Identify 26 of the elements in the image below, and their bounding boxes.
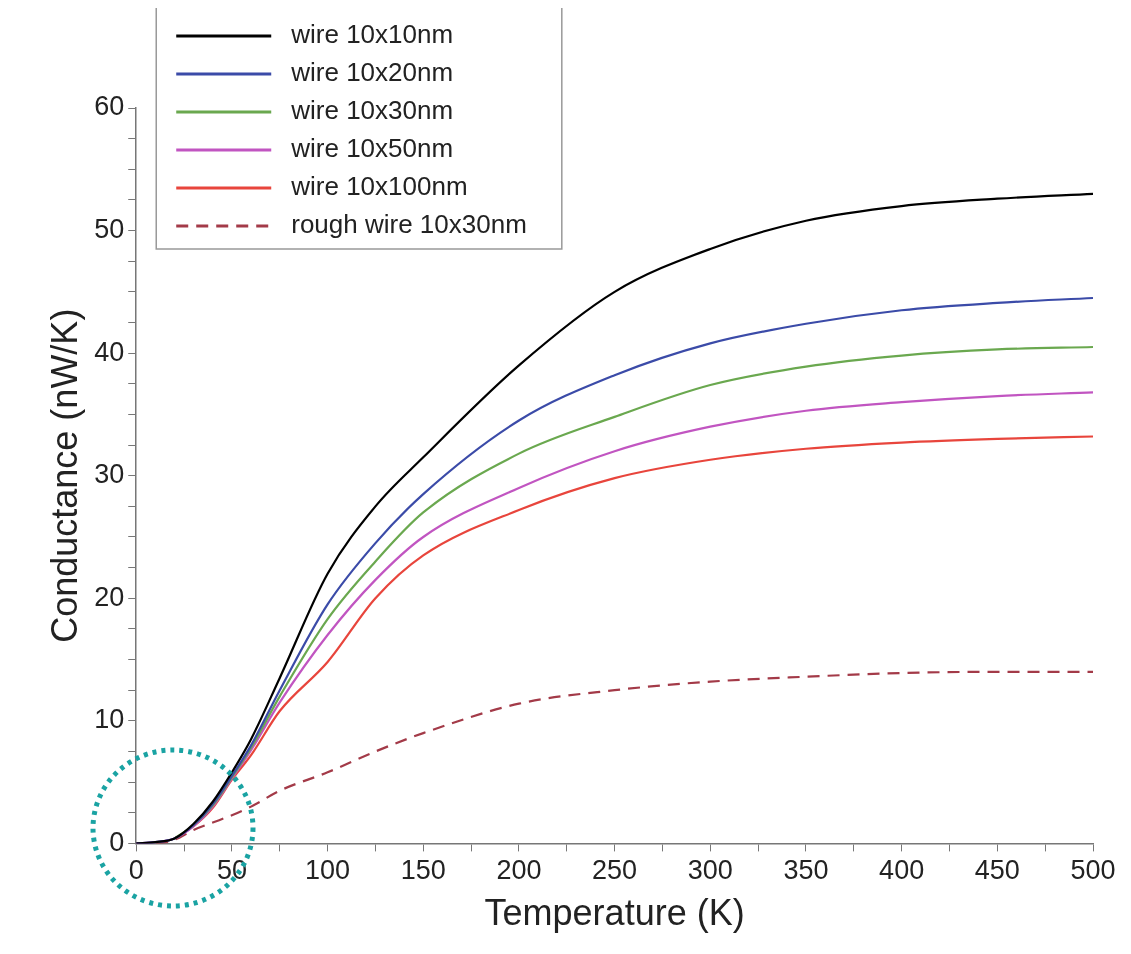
x-tick-label: 350 bbox=[783, 855, 829, 886]
y-tick-label: 40 bbox=[94, 336, 125, 367]
legend-label: wire 10x100nm bbox=[290, 171, 468, 202]
legend-label: wire 10x10nm bbox=[290, 19, 454, 50]
x-tick-label: 300 bbox=[687, 855, 733, 886]
x-tick-label: 150 bbox=[400, 855, 446, 886]
x-tick-label: 0 bbox=[128, 855, 144, 886]
y-tick-label: 50 bbox=[94, 214, 125, 245]
legend-label: wire 10x50nm bbox=[290, 133, 454, 164]
x-tick-label: 500 bbox=[1070, 855, 1116, 886]
x-tick-label: 50 bbox=[216, 855, 247, 886]
x-tick-label: 250 bbox=[592, 855, 638, 886]
y-tick-label: 10 bbox=[94, 704, 125, 735]
x-axis-title: Temperature (K) bbox=[484, 892, 745, 934]
x-tick-label: 450 bbox=[974, 855, 1020, 886]
x-tick-label: 400 bbox=[879, 855, 925, 886]
x-tick-label: 100 bbox=[305, 855, 351, 886]
legend-label: wire 10x20nm bbox=[290, 57, 454, 88]
y-tick-label: 30 bbox=[94, 459, 125, 490]
legend-label: wire 10x30nm bbox=[290, 95, 454, 126]
legend-label: rough wire 10x30nm bbox=[291, 209, 527, 240]
y-tick-label: 20 bbox=[94, 581, 125, 612]
y-tick-label: 0 bbox=[109, 826, 125, 857]
x-tick-label: 200 bbox=[496, 855, 542, 886]
y-tick-label: 60 bbox=[94, 91, 125, 122]
y-axis-title: Conductance (nW/K) bbox=[43, 308, 85, 643]
